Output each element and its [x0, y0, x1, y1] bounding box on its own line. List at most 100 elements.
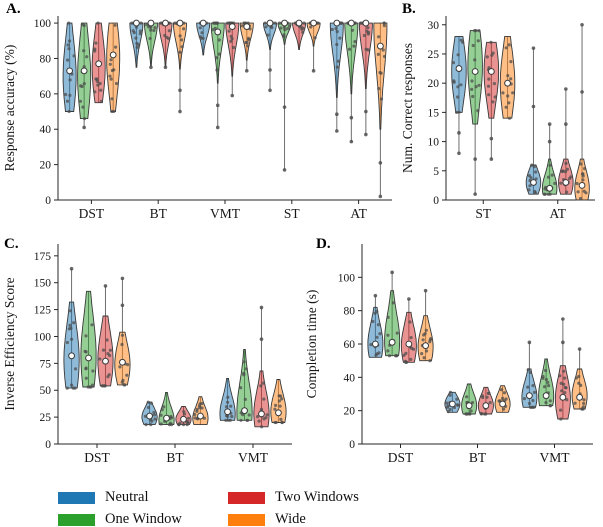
data-point — [81, 105, 85, 109]
data-point — [70, 383, 74, 387]
x-category-label: AT — [350, 206, 367, 221]
data-point — [96, 83, 100, 87]
data-point — [178, 34, 182, 38]
data-point — [487, 93, 491, 97]
median-dot — [310, 19, 317, 27]
data-point — [558, 374, 562, 378]
data-point — [470, 79, 474, 83]
min-point — [311, 69, 316, 73]
data-point — [459, 83, 463, 87]
data-point — [479, 411, 483, 415]
y-tick-label: 80 — [344, 306, 356, 318]
data-point — [148, 36, 152, 41]
median-dot — [371, 340, 379, 348]
data-point — [448, 393, 452, 397]
violin-shape — [384, 290, 401, 357]
data-point — [565, 190, 569, 194]
legend-label-two-windows: Two Windows — [275, 489, 359, 506]
data-point — [564, 161, 568, 165]
panel-d: D. 0 20 40 60 80 100 Completion time (s) DST BT V… — [302, 232, 603, 482]
data-point — [138, 29, 143, 33]
data-point — [84, 376, 88, 380]
data-point — [534, 170, 538, 174]
data-point — [108, 348, 112, 352]
data-point — [182, 410, 186, 414]
data-point — [474, 85, 478, 89]
data-point — [502, 391, 507, 395]
data-point — [473, 29, 477, 33]
data-point — [544, 368, 548, 373]
data-point — [93, 90, 97, 94]
stem-point — [531, 104, 536, 109]
y-tick-label: 0 — [45, 439, 51, 451]
data-point — [67, 21, 71, 25]
data-point — [198, 26, 202, 30]
data-point — [280, 420, 284, 425]
data-point — [480, 394, 485, 398]
data-point — [509, 77, 513, 81]
panel-b-letter: B. — [402, 1, 416, 17]
median-dot — [295, 19, 303, 27]
data-point — [560, 169, 565, 174]
data-point — [165, 35, 169, 40]
data-point — [224, 405, 229, 409]
data-point — [560, 389, 564, 393]
data-point — [181, 423, 186, 427]
data-point — [582, 401, 586, 405]
violin-shape — [483, 41, 500, 119]
data-point — [377, 35, 381, 39]
panel-b: B. 0 5 10 15 20 25 30 Num. Correct responses ST A… — [398, 0, 603, 232]
data-point — [242, 360, 246, 364]
data-point — [93, 49, 97, 53]
y-tick-label: 5 — [433, 166, 439, 178]
median-dot — [542, 392, 550, 400]
data-point — [485, 395, 489, 399]
data-point — [199, 36, 203, 40]
data-point — [227, 21, 231, 25]
data-point — [144, 423, 148, 427]
legend-item-one-window: One Window — [58, 510, 228, 527]
median-dot — [197, 412, 204, 420]
data-point — [509, 60, 513, 64]
data-point — [562, 382, 566, 386]
data-point — [473, 58, 477, 62]
data-point — [374, 353, 378, 357]
data-point — [532, 405, 536, 409]
data-point — [528, 184, 532, 188]
data-point — [533, 189, 537, 194]
data-point — [230, 37, 234, 41]
figure-top-row: A. 0 20 40 60 80 100 Response accuracy (%) DST B… — [0, 0, 603, 232]
data-point — [409, 346, 414, 350]
data-point — [112, 109, 116, 114]
median-dot — [109, 51, 117, 59]
data-point — [94, 41, 98, 45]
y-tick-label: 10 — [428, 137, 440, 149]
data-point — [543, 192, 547, 196]
median-dot — [525, 392, 533, 400]
stem-point — [282, 105, 287, 109]
y-axis-label: Response accuracy (%) — [2, 45, 17, 172]
x-category-label: ST — [284, 206, 301, 221]
data-point — [408, 320, 412, 324]
median-dot — [465, 402, 473, 410]
median-dot — [102, 357, 109, 365]
data-point — [376, 52, 380, 57]
max-point — [561, 317, 565, 321]
y-tick-label: 80 — [40, 53, 52, 65]
data-point — [182, 412, 187, 416]
median-dot — [241, 407, 248, 415]
data-point — [240, 24, 244, 28]
data-point — [274, 403, 278, 407]
data-point — [546, 175, 551, 179]
data-point — [78, 99, 83, 103]
y-tick-label: 150 — [34, 278, 52, 290]
data-point — [99, 88, 103, 92]
legend-label-one-window: One Window — [105, 511, 182, 527]
panel-c-chart: 0 25 50 75 100 125 150 175 Inverse Efficiency Sc… — [2, 244, 292, 465]
data-point — [108, 62, 112, 66]
data-point — [395, 331, 399, 335]
data-point — [528, 405, 532, 409]
data-point — [167, 29, 171, 33]
data-point — [146, 405, 151, 410]
min-point — [335, 129, 339, 133]
